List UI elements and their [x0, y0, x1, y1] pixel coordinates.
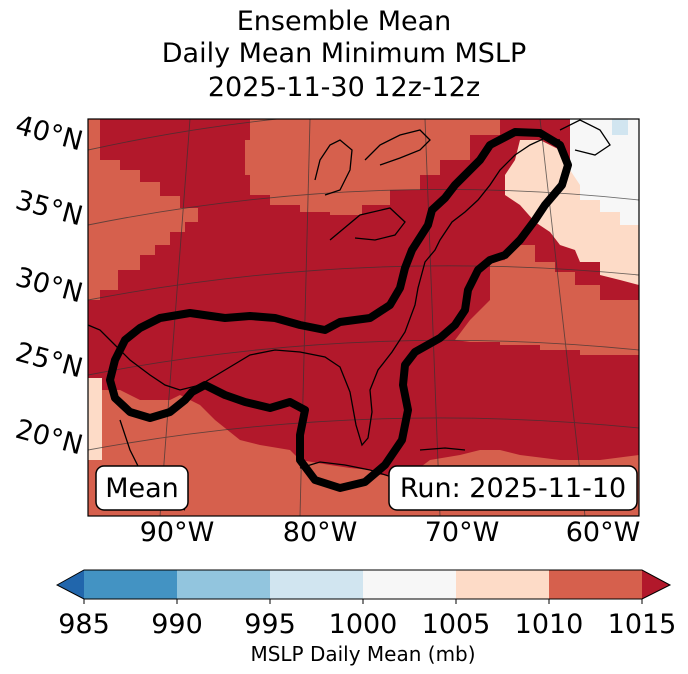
cb-tick-995: 995 — [244, 609, 296, 640]
colorbar-label: MSLP Daily Mean (mb) — [250, 642, 475, 666]
lon-label-70: 70°W — [425, 517, 500, 548]
lat-label-35: 35°N — [12, 185, 86, 233]
lon-labels: 90°W 80°W 70°W 60°W — [140, 517, 641, 548]
lat-label-40: 40°N — [12, 110, 86, 158]
field-990-995 — [612, 119, 628, 135]
cb-tick-985: 985 — [58, 609, 110, 640]
title-line-1: Ensemble Mean — [236, 6, 452, 37]
lon-label-60: 60°W — [566, 517, 641, 548]
contour-outline — [106, 128, 572, 492]
title-line-2: Daily Mean Minimum MSLP — [161, 38, 527, 69]
colorbar-bin-995-1000 — [270, 570, 363, 599]
colorbar-bin-1000-1005 — [363, 570, 456, 599]
cb-tick-990: 990 — [151, 609, 203, 640]
field-1000-1005-west — [88, 378, 102, 460]
cb-tick-1000: 1000 — [329, 609, 398, 640]
lat-labels: 40°N 35°N 30°N 25°N 20°N — [12, 110, 86, 462]
colorbar-bin-985-990 — [84, 570, 177, 599]
run-box: Run: 2025-11-10 — [388, 465, 638, 511]
colorbar-ticks — [83, 599, 643, 604]
field-1005-1010-east — [455, 245, 639, 355]
colorbar: 985 990 995 1000 1005 1010 1015 MSLP Dai… — [55, 569, 676, 666]
lat-label-25: 25°N — [12, 337, 86, 385]
field-1000-1005 — [505, 140, 639, 285]
colorbar-under-arrow — [57, 570, 84, 599]
graticule — [88, 119, 639, 516]
colorbar-bin-990-995 — [177, 570, 270, 599]
mean-box-text: Mean — [105, 473, 179, 504]
lat-label-20: 20°N — [12, 414, 86, 462]
cb-tick-1015: 1015 — [608, 609, 677, 640]
lat-label-30: 30°N — [12, 262, 86, 310]
colorbar-bin-1005-1010 — [456, 570, 549, 599]
colorbar-tick-labels: 985 990 995 1000 1005 1010 1015 — [58, 609, 676, 640]
map-frame — [87, 118, 640, 517]
mean-box: Mean — [95, 465, 189, 511]
cb-tick-1010: 1010 — [515, 609, 584, 640]
map-area — [88, 119, 639, 516]
cb-tick-1005: 1005 — [422, 609, 491, 640]
field-1005-1010-north — [245, 119, 500, 215]
field-1005-1010-west — [88, 119, 198, 300]
title-line-3: 2025-11-30 12z-12z — [207, 72, 481, 103]
lon-label-90: 90°W — [140, 517, 215, 548]
colorbar-bin-1010-1015 — [549, 570, 642, 599]
lon-label-80: 80°W — [283, 517, 358, 548]
colorbar-over-arrow — [642, 570, 670, 599]
run-box-text: Run: 2025-11-10 — [400, 473, 626, 504]
